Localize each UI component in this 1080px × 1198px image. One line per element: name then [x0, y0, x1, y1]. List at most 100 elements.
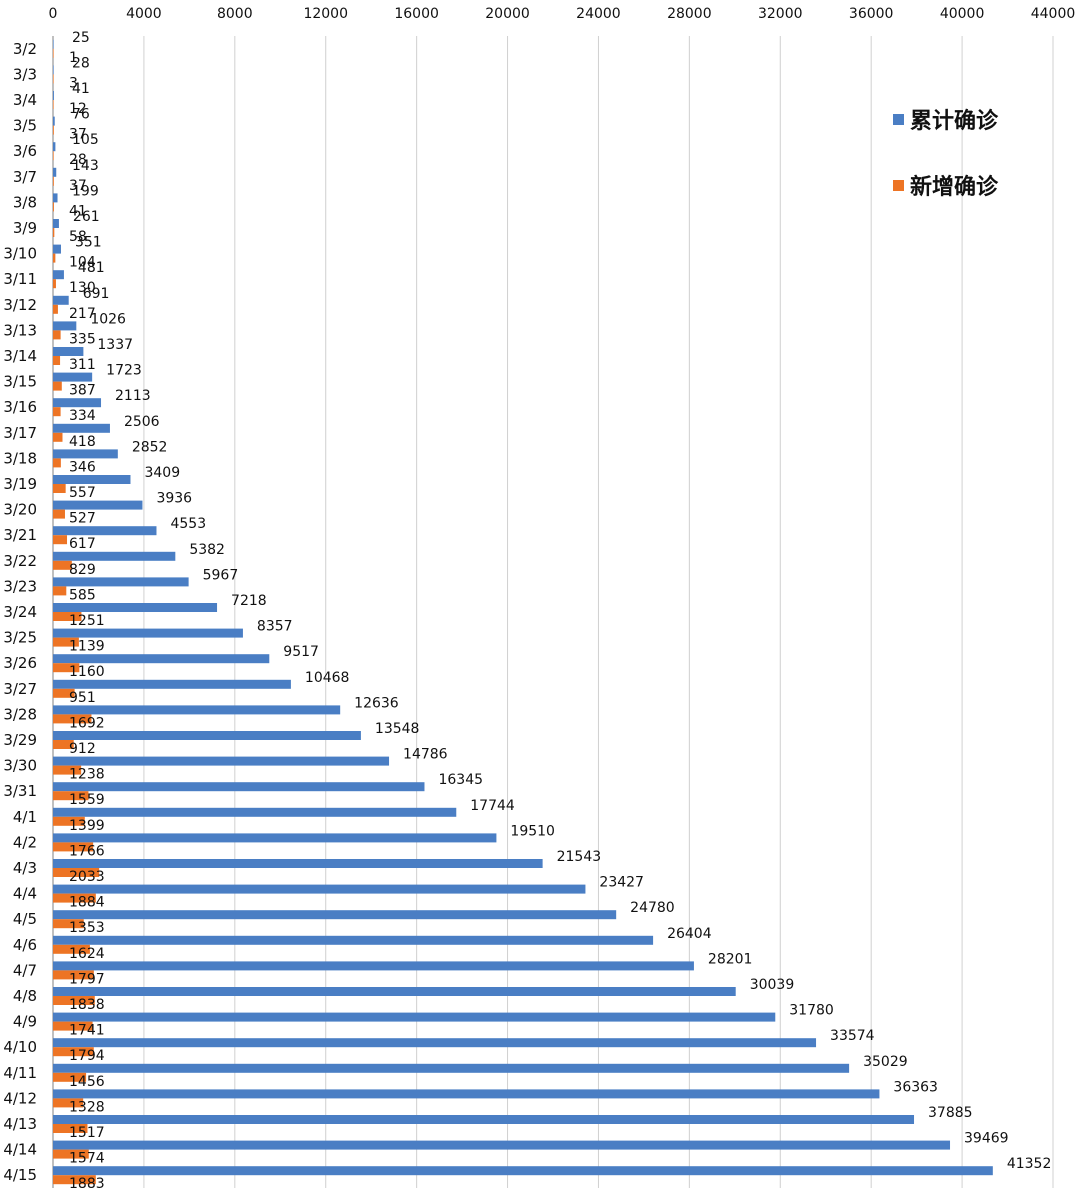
bar-series-1: [53, 193, 58, 203]
bar-series-1: [53, 1115, 915, 1124]
data-label-series-2: 2033: [69, 869, 105, 885]
bar-series-1: [53, 475, 131, 484]
data-label-series-1: 261: [73, 209, 100, 225]
bar-series-1: [53, 807, 457, 817]
data-label-series-2: 951: [69, 690, 96, 706]
category-label: 3/10: [3, 245, 37, 263]
data-label-series-1: 105: [72, 132, 99, 148]
legend-swatch: [893, 114, 904, 125]
category-label: 3/5: [13, 117, 37, 135]
data-label-series-2: 12: [69, 101, 87, 117]
bar-series-2: [53, 176, 54, 186]
data-label-series-2: 311: [69, 357, 96, 373]
bar-series-2: [53, 560, 72, 570]
category-label: 4/8: [13, 987, 37, 1005]
bar-series-1: [53, 167, 57, 177]
bar-series-2: [53, 637, 79, 647]
data-label-series-2: 1559: [69, 792, 105, 808]
data-label-series-1: 12636: [354, 695, 399, 711]
data-label-series-2: 1139: [69, 639, 105, 655]
category-label: 3/24: [3, 603, 37, 621]
bar-series-1: [53, 347, 84, 356]
data-label-series-2: 527: [69, 511, 96, 527]
category-label: 3/12: [3, 296, 37, 314]
bar-series-1: [53, 372, 93, 382]
data-label-series-2: 1838: [69, 997, 105, 1013]
data-label-series-2: 1766: [69, 843, 105, 859]
bar-series-2: [53, 381, 62, 391]
bar-series-2: [53, 48, 54, 58]
bar-series-2: [53, 1098, 84, 1108]
category-label: 3/26: [3, 654, 37, 672]
data-label-series-2: 130: [69, 280, 96, 296]
bar-series-2: [53, 1021, 93, 1031]
data-label-series-2: 387: [69, 383, 96, 399]
category-label: 3/27: [3, 680, 37, 698]
category-label: 4/13: [3, 1115, 37, 1133]
bar-series-1: [53, 1140, 951, 1150]
data-label-series-2: 1: [69, 50, 78, 66]
bar-series-2: [53, 586, 67, 596]
data-label-series-2: 41: [69, 203, 87, 219]
x-tick-label: 0: [49, 6, 58, 22]
bar-series-2: [53, 944, 90, 954]
data-label-series-1: 31780: [789, 1003, 834, 1019]
data-label-series-2: 1741: [69, 1023, 105, 1039]
data-label-series-1: 35029: [863, 1054, 908, 1070]
bar-series-2: [53, 432, 63, 442]
data-label-series-1: 41: [72, 81, 90, 97]
data-label-series-1: 28201: [708, 951, 753, 967]
bar-series-1: [53, 449, 118, 459]
category-label: 4/2: [13, 833, 37, 851]
category-label: 3/4: [13, 91, 37, 109]
data-label-series-1: 25: [72, 30, 90, 46]
bar-series-1: [53, 500, 143, 510]
data-label-series-1: 7218: [231, 593, 267, 609]
category-label: 3/8: [13, 193, 37, 211]
bar-series-1: [53, 142, 56, 152]
bar-series-1: [53, 577, 189, 587]
category-label: 3/29: [3, 731, 37, 749]
x-tick-label: 20000: [485, 6, 530, 22]
bar-series-2: [53, 330, 61, 340]
data-label-series-1: 2113: [115, 388, 151, 404]
data-label-series-2: 1251: [69, 613, 105, 629]
data-label-series-2: 58: [69, 229, 87, 245]
bar-series-1: [53, 705, 341, 715]
bar-series-1: [53, 910, 617, 920]
data-label-series-2: 1692: [69, 715, 105, 731]
x-tick-label: 28000: [667, 6, 712, 22]
x-tick-label: 4000: [126, 6, 162, 22]
category-label: 3/2: [13, 40, 37, 58]
bar-series-2: [53, 970, 94, 980]
bar-series-1: [53, 270, 64, 280]
bar-series-1: [53, 935, 654, 945]
bar-series-2: [53, 74, 54, 84]
data-label-series-1: 14786: [403, 747, 448, 763]
bar-series-1: [53, 654, 270, 664]
bar-series-2: [53, 842, 94, 852]
data-label-series-1: 36363: [893, 1079, 938, 1095]
x-tick-label: 32000: [758, 6, 803, 22]
bar-series-2: [53, 484, 66, 493]
bar-series-2: [53, 1047, 94, 1057]
data-label-series-2: 1399: [69, 818, 105, 834]
bar-series-1: [53, 628, 243, 638]
category-label: 4/4: [13, 885, 37, 903]
bar-series-1: [53, 398, 102, 408]
data-label-series-2: 418: [69, 434, 96, 450]
data-label-series-2: 37: [69, 178, 87, 194]
category-label: 3/14: [3, 347, 37, 365]
data-label-series-1: 5967: [203, 567, 239, 583]
bar-series-1: [53, 1166, 993, 1176]
category-label: 3/6: [13, 142, 37, 160]
bar-series-2: [53, 1124, 88, 1133]
bar-series-2: [53, 253, 56, 263]
data-label-series-1: 691: [83, 286, 110, 302]
data-label-series-2: 1238: [69, 767, 105, 783]
bar-series-2: [53, 458, 61, 468]
data-label-series-1: 2506: [124, 414, 160, 430]
data-label-series-1: 13548: [375, 721, 420, 737]
category-label: 4/9: [13, 1013, 37, 1031]
